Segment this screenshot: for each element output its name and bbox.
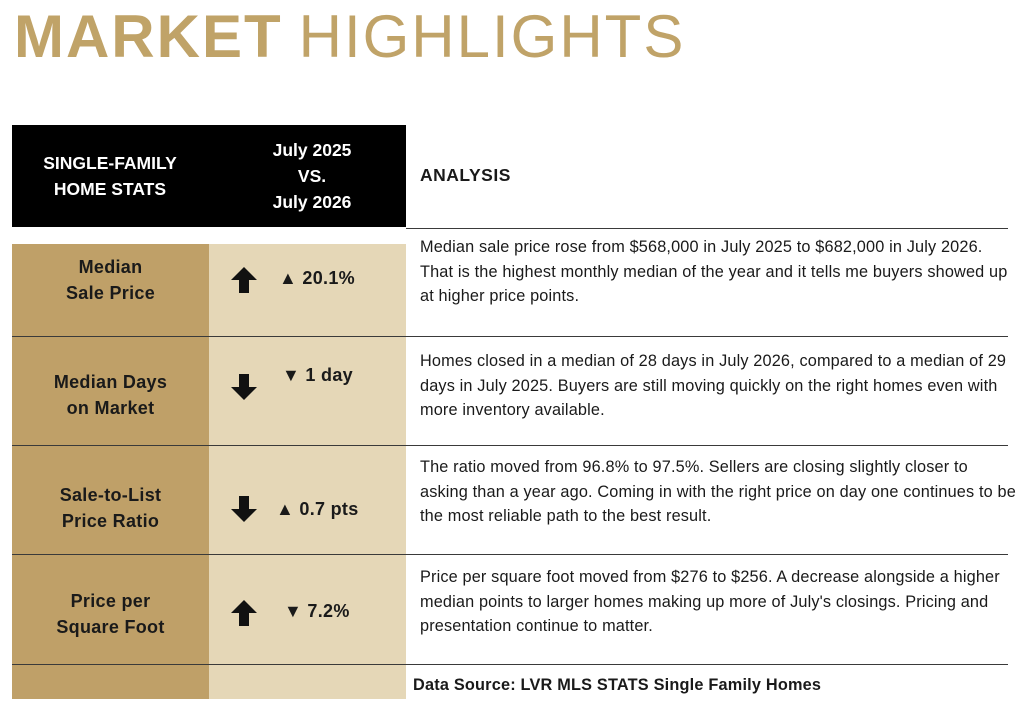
row-label-median-sale-price: Median Sale Price xyxy=(65,257,156,303)
data-source-note: Data Source: LVR MLS STATS Single Family… xyxy=(413,676,822,694)
divider xyxy=(12,554,1008,555)
label-column xyxy=(12,244,209,699)
arrow-up-icon xyxy=(229,598,259,628)
page-title: MARKET HIGHLIGHTS xyxy=(14,2,685,72)
title-light: HIGHLIGHTS xyxy=(298,3,686,70)
row-label-sale-to-list-price-ratio: Sale-to-List Price Ratio xyxy=(59,485,162,531)
table-header-background xyxy=(12,125,406,227)
arrow-up-icon xyxy=(229,265,259,295)
change-median-sale-price: ▲ 20.1% xyxy=(279,268,355,288)
analysis-sale-to-list-price-ratio: The ratio moved from 96.8% to 97.5%. Sel… xyxy=(420,458,1016,525)
header-analysis-label: ANALYSIS xyxy=(420,165,511,185)
arrow-down-icon xyxy=(229,372,259,402)
divider xyxy=(406,228,1008,229)
analysis-median-sale-price: Median sale price rose from $568,000 in … xyxy=(420,238,1008,305)
title-bold: MARKET xyxy=(14,3,283,70)
change-sale-to-list-price-ratio: ▲ 0.7 pts xyxy=(276,499,359,519)
divider xyxy=(12,445,1008,446)
header-comparison-label: July 2025 VS. July 2026 xyxy=(272,140,352,212)
divider xyxy=(12,336,1008,337)
change-median-days-on-market: ▼ 1 day xyxy=(282,365,353,385)
analysis-price-per-square-foot: Price per square foot moved from $276 to… xyxy=(420,568,1000,635)
row-label-price-per-square-foot: Price per Square Foot xyxy=(56,591,165,637)
divider xyxy=(12,664,1008,665)
change-price-per-square-foot: ▼ 7.2% xyxy=(284,601,350,621)
header-stats-label: SINGLE-FAMILY HOME STATS xyxy=(43,153,177,199)
analysis-median-days-on-market: Homes closed in a median of 28 days in J… xyxy=(420,352,1007,419)
arrow-down-icon xyxy=(229,494,259,524)
row-label-median-days-on-market: Median Days on Market xyxy=(53,372,168,418)
change-column xyxy=(209,244,406,699)
